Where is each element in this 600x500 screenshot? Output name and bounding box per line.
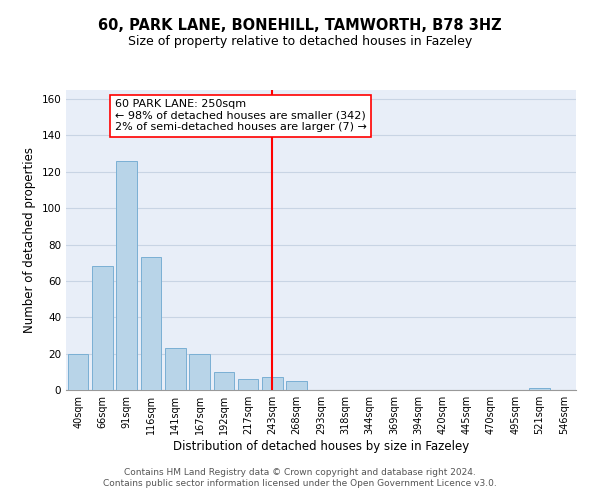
Bar [68, 354, 88, 390]
Bar [165, 348, 185, 390]
Text: Size of property relative to detached houses in Fazeley: Size of property relative to detached ho… [128, 35, 472, 48]
Bar [140, 258, 161, 390]
Text: 60, PARK LANE, BONEHILL, TAMWORTH, B78 3HZ: 60, PARK LANE, BONEHILL, TAMWORTH, B78 3… [98, 18, 502, 32]
Bar [116, 161, 137, 390]
Bar [286, 381, 307, 390]
Text: 60 PARK LANE: 250sqm
← 98% of detached houses are smaller (342)
2% of semi-detac: 60 PARK LANE: 250sqm ← 98% of detached h… [115, 99, 367, 132]
Y-axis label: Number of detached properties: Number of detached properties [23, 147, 36, 333]
Bar [189, 354, 210, 390]
Bar [262, 378, 283, 390]
Bar [214, 372, 234, 390]
Bar [529, 388, 550, 390]
Bar [238, 379, 259, 390]
Text: Contains HM Land Registry data © Crown copyright and database right 2024.
Contai: Contains HM Land Registry data © Crown c… [103, 468, 497, 487]
Bar [92, 266, 113, 390]
X-axis label: Distribution of detached houses by size in Fazeley: Distribution of detached houses by size … [173, 440, 469, 453]
